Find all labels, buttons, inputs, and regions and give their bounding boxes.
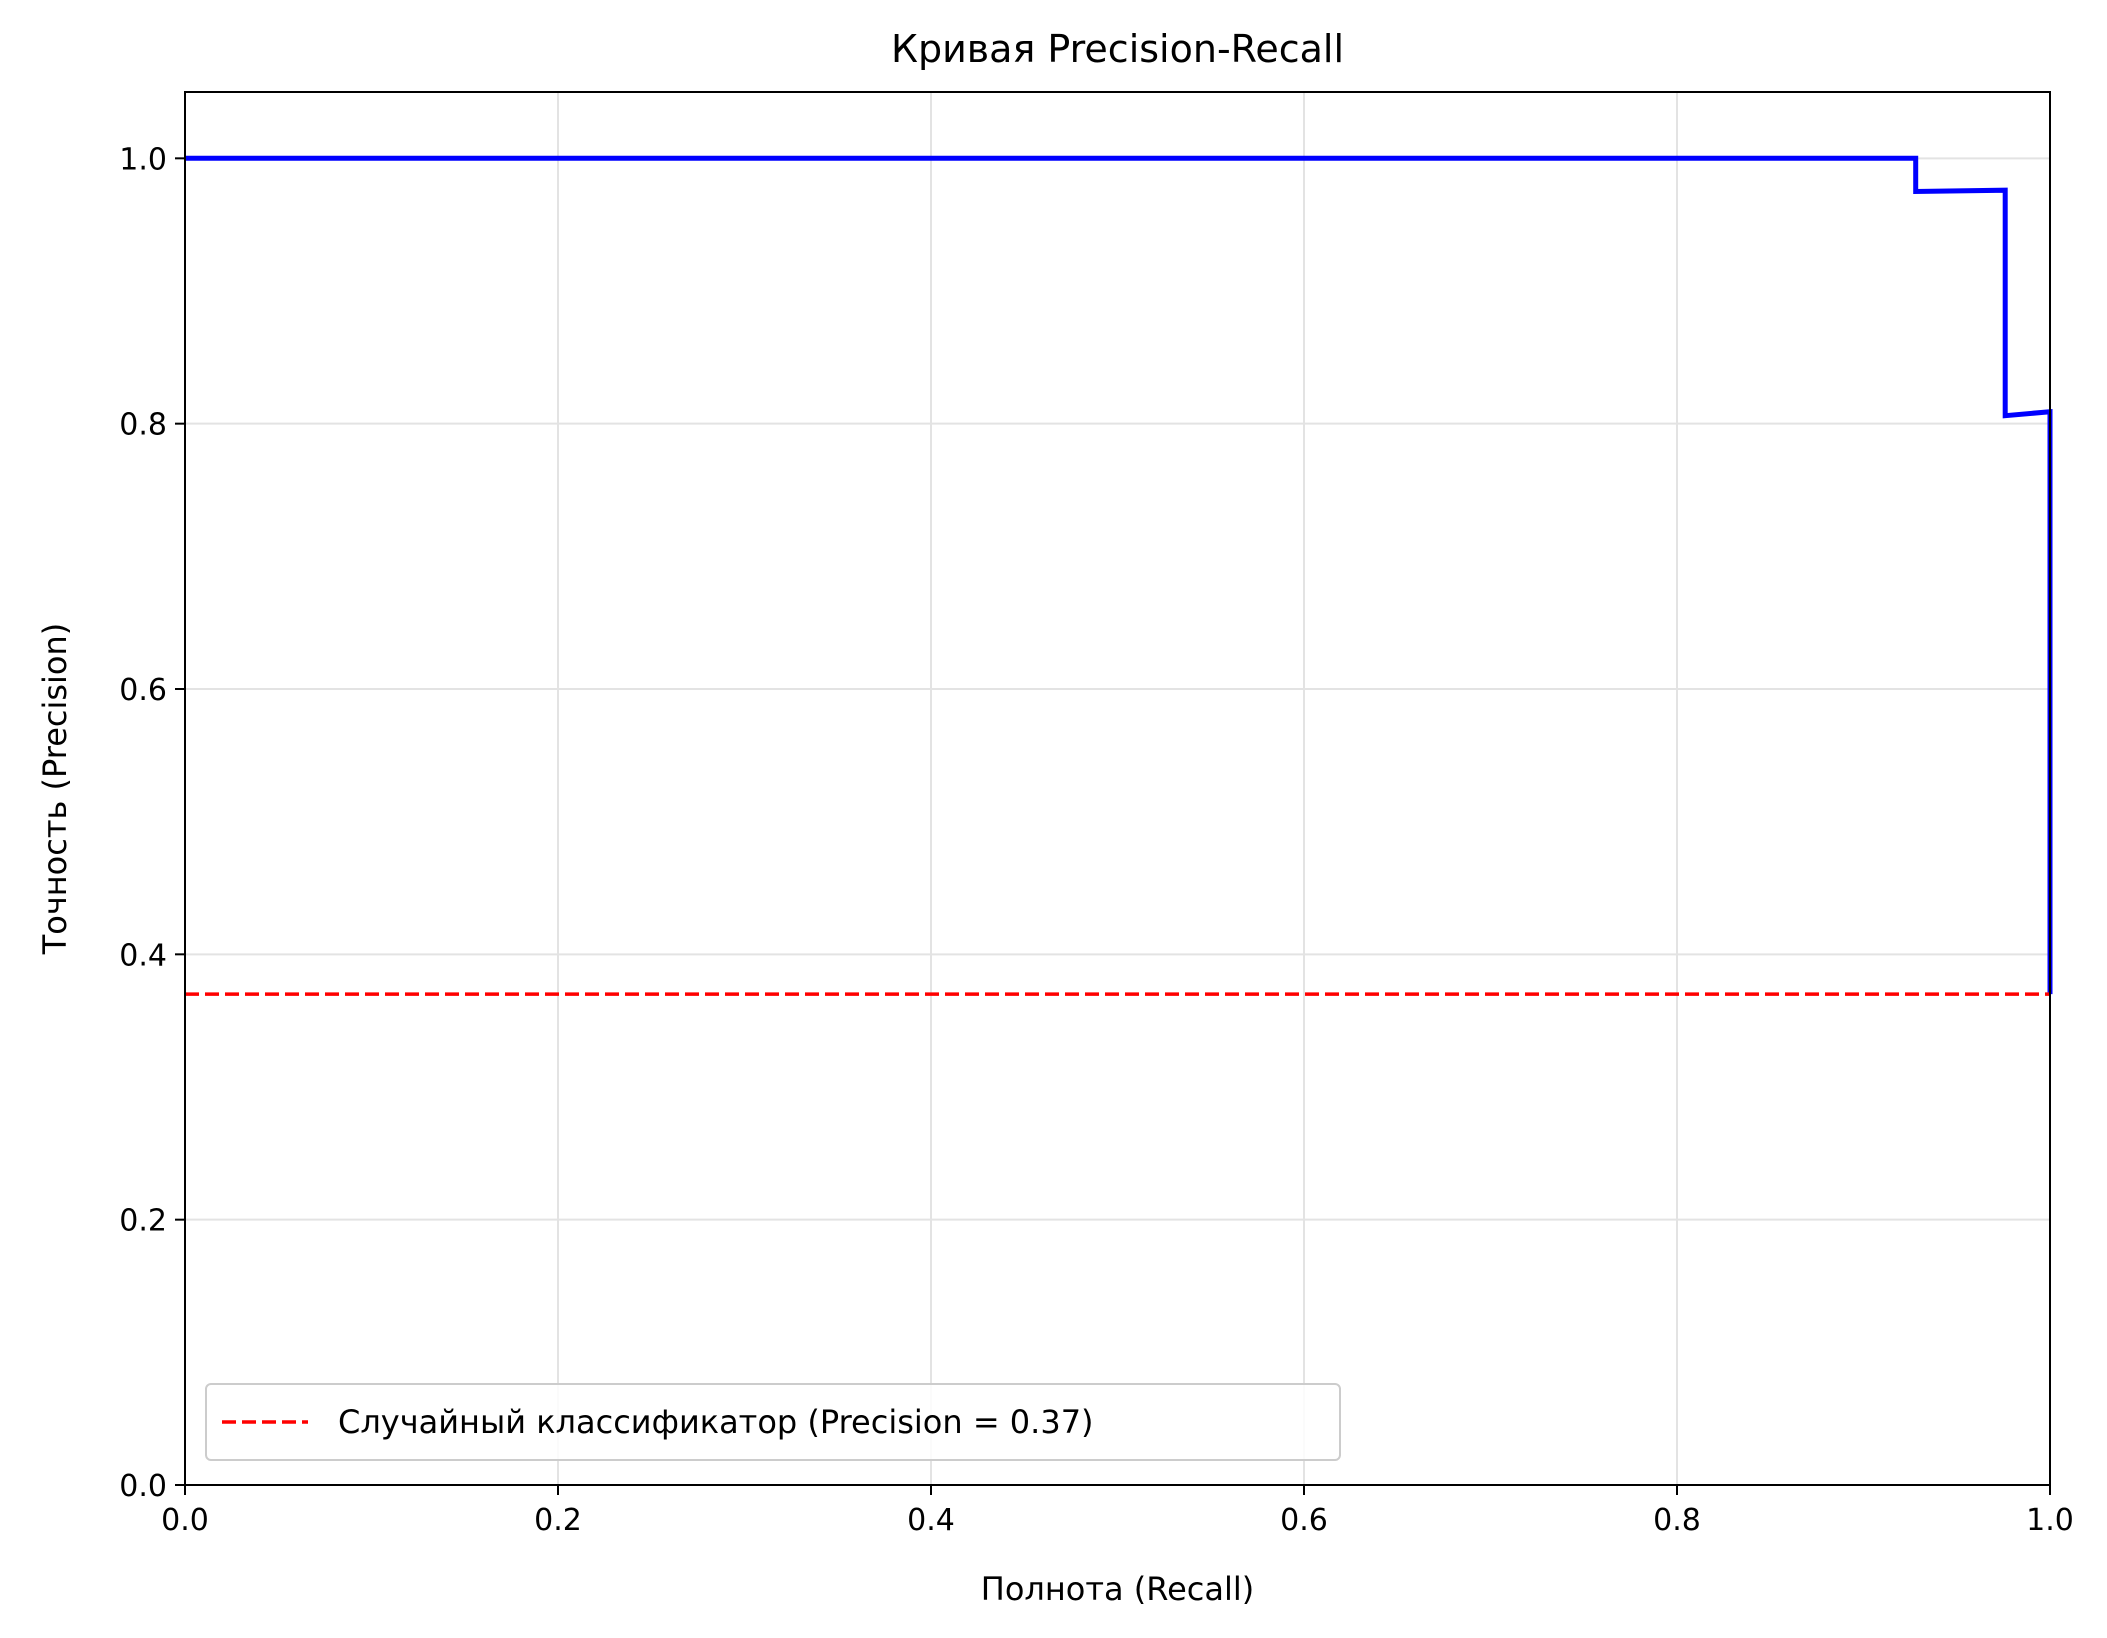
x-axis-label: Полнота (Recall) xyxy=(981,1570,1254,1608)
chart-title: Кривая Precision-Recall xyxy=(891,27,1344,71)
x-tick-label: 0.4 xyxy=(907,1503,955,1538)
plot-frame xyxy=(184,91,2051,1486)
y-tick-label: 0.6 xyxy=(119,673,167,708)
y-tick-label: 0.8 xyxy=(119,408,167,443)
x-axis-ticks: 0.0 0.2 0.4 0.6 0.8 1.0 xyxy=(161,1485,2074,1538)
y-tick-label: 0.4 xyxy=(119,938,167,973)
x-tick-label: 0.0 xyxy=(161,1503,209,1538)
y-tick-label: 0.2 xyxy=(119,1204,167,1239)
x-tick-label: 1.0 xyxy=(2026,1503,2074,1538)
y-axis-ticks: 0.0 0.2 0.4 0.6 0.8 1.0 xyxy=(119,142,185,1504)
x-tick-label: 0.2 xyxy=(534,1503,582,1538)
x-tick-label: 0.6 xyxy=(1280,1503,1328,1538)
legend: Случайный классификатор (Precision = 0.3… xyxy=(205,1383,1341,1461)
legend-label-random-classifier: Случайный классификатор (Precision = 0.3… xyxy=(338,1403,1094,1441)
legend-box xyxy=(205,1383,1341,1461)
y-tick-label: 1.0 xyxy=(119,142,167,177)
y-axis-label: Точность (Precision) xyxy=(36,623,74,956)
x-tick-label: 0.8 xyxy=(1653,1503,1701,1538)
grid-lines xyxy=(184,92,2051,1486)
y-tick-label: 0.0 xyxy=(119,1469,167,1504)
